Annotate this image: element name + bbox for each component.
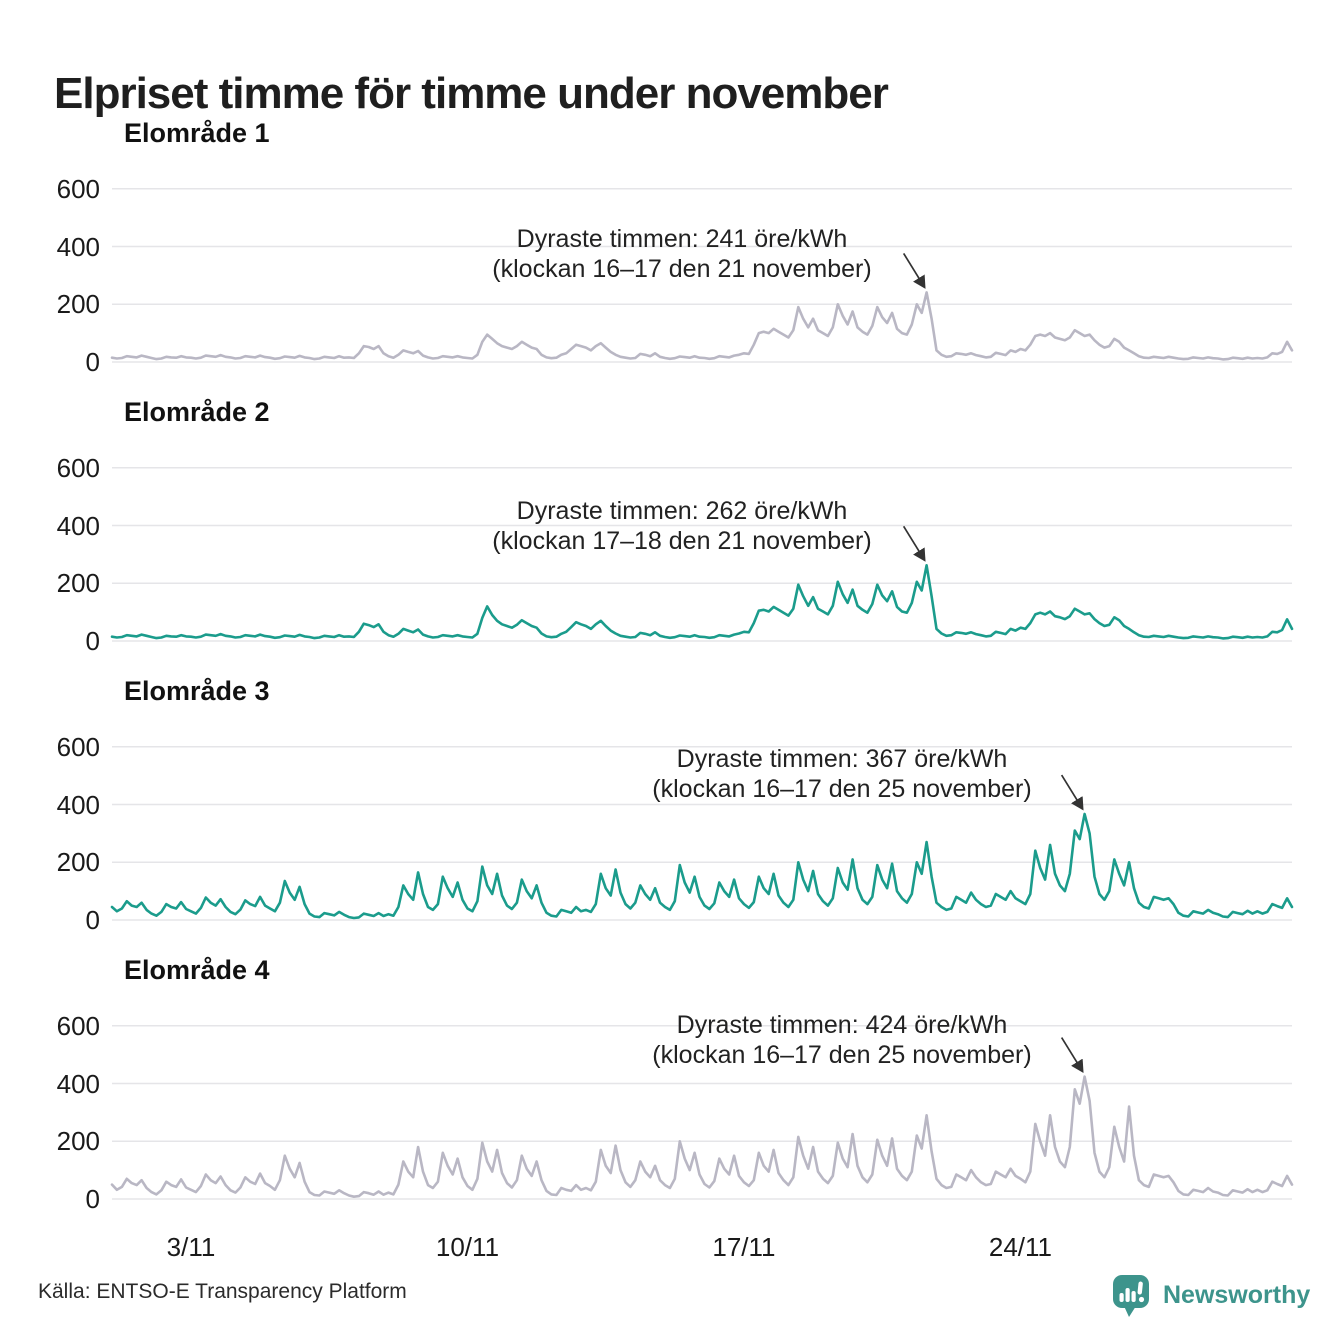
annotation-line1: Dyraste timmen: 262 öre/kWh — [516, 497, 848, 525]
brand-logo: Newsworthy — [1110, 1272, 1310, 1318]
series-line-elområde-3 — [110, 812, 1294, 920]
x-axis-tick-label: 24/11 — [988, 1232, 1052, 1262]
annotation-line2: (klockan 16–17 den 25 november) — [652, 1041, 1032, 1069]
y-tick-label: 400 — [56, 1068, 100, 1099]
annotation-line2: (klockan 17–18 den 21 november) — [492, 527, 872, 555]
bar-chart-speech-bubble-icon — [1113, 1275, 1149, 1317]
y-tick-label: 600 — [56, 1010, 100, 1041]
annotation-peak-elomrade-1: Dyraste timmen: 241 öre/kWh (klockan 16–… — [392, 224, 972, 284]
page-title: Elpriset timme för timme under november — [54, 69, 889, 119]
y-tick-label: 200 — [56, 568, 100, 599]
annotation-line1: Dyraste timmen: 367 öre/kWh — [676, 745, 1008, 773]
panel-title-elomrade-1: Elområde 1 — [124, 118, 270, 148]
y-tick-label: 600 — [56, 452, 100, 483]
annotation-arrow — [1060, 1037, 1084, 1074]
y-tick-label: 0 — [85, 905, 100, 935]
series-line-elområde-2 — [110, 563, 1294, 640]
y-tick-label: 0 — [85, 626, 100, 656]
x-axis-tick-label: 10/11 — [435, 1232, 500, 1262]
annotation-arrow — [902, 252, 926, 289]
y-tick-label: 400 — [56, 789, 100, 820]
annotation-line1: Dyraste timmen: 241 öre/kWh — [516, 225, 848, 253]
series-line-elområde-1 — [110, 291, 1294, 361]
y-tick-label: 200 — [56, 1126, 100, 1157]
annotation-peak-elomrade-2: Dyraste timmen: 262 öre/kWh (klockan 17–… — [392, 496, 972, 556]
panel-title-elomrade-3: Elområde 3 — [124, 676, 270, 706]
y-tick-label: 400 — [56, 510, 100, 541]
y-tick-label: 0 — [85, 347, 100, 377]
y-tick-label: 400 — [56, 231, 100, 262]
annotation-line1: Dyraste timmen: 424 öre/kWh — [676, 1011, 1008, 1039]
panel-title-elomrade-4: Elområde 4 — [124, 955, 270, 985]
panel-title-elomrade-2: Elområde 2 — [124, 397, 270, 427]
annotation-arrow — [1060, 774, 1084, 811]
y-tick-label: 600 — [56, 731, 100, 762]
annotation-peak-elomrade-3: Dyraste timmen: 367 öre/kWh (klockan 16–… — [552, 744, 1132, 804]
x-axis-tick-label: 17/11 — [712, 1232, 776, 1262]
y-tick-label: 0 — [85, 1184, 100, 1214]
brand-name: Newsworthy — [1163, 1280, 1311, 1309]
source-note: Källa: ENTSO-E Transparency Platform — [38, 1280, 407, 1303]
y-tick-label: 200 — [56, 847, 100, 878]
y-tick-label: 600 — [56, 173, 100, 204]
y-tick-label: 200 — [56, 289, 100, 320]
annotation-line2: (klockan 16–17 den 25 november) — [652, 775, 1032, 803]
annotation-arrow — [902, 525, 926, 562]
series-line-elområde-4 — [110, 1075, 1294, 1198]
annotation-line2: (klockan 16–17 den 21 november) — [492, 255, 872, 283]
x-axis-tick-label: 3/11 — [166, 1232, 216, 1262]
annotation-peak-elomrade-4: Dyraste timmen: 424 öre/kWh (klockan 16–… — [552, 1010, 1132, 1070]
